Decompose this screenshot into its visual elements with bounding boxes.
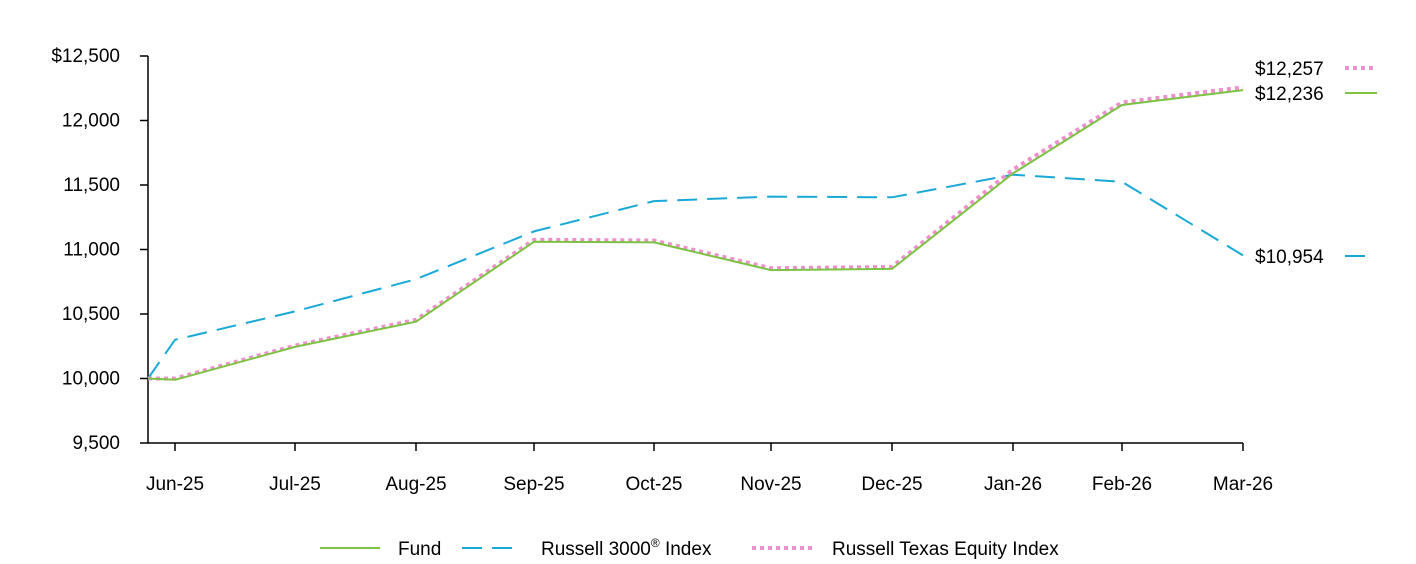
legend-label-russell-texas: Russell Texas Equity Index bbox=[832, 539, 1059, 560]
x-tick-label: Jul-25 bbox=[269, 474, 321, 495]
end-label-russell-texas: $12,257 bbox=[1255, 59, 1324, 80]
legend-label-russell-3000: Russell 3000® Index bbox=[541, 536, 712, 560]
legend-label-russell-3000-main: Russell 3000 bbox=[541, 539, 651, 560]
legend-label-russell-3000-tail: Index bbox=[660, 539, 712, 560]
series-line-russell-texas bbox=[148, 85, 1244, 381]
legend: Fund Russell 3000® Index Russell Texas E… bbox=[320, 536, 1059, 560]
y-tick-label: 11,500 bbox=[63, 175, 120, 196]
axes: $12,500 12,000 11,500 11,000 10,500 10,000 9,5… bbox=[51, 46, 1273, 495]
x-tick-label: Sep-25 bbox=[503, 474, 564, 495]
y-tick-label: $12,500 bbox=[51, 46, 120, 67]
y-tick-label: 12,000 bbox=[62, 111, 120, 132]
x-tick-label: Jan-26 bbox=[984, 474, 1042, 495]
series-lines bbox=[147, 85, 1244, 381]
end-label-fund: $12,236 bbox=[1255, 84, 1324, 105]
end-labels: $12,257 $12,236 $10,954 bbox=[1255, 59, 1377, 268]
x-tick-label: Jun-25 bbox=[146, 474, 204, 495]
y-tick-label: 11,000 bbox=[63, 240, 120, 261]
legend-label-russell-3000-sup: ® bbox=[651, 536, 660, 550]
x-tick-label: Mar-26 bbox=[1213, 474, 1273, 495]
x-tick-label: Oct-25 bbox=[625, 474, 682, 495]
x-tick-label: Aug-25 bbox=[385, 474, 446, 495]
legend-label-fund: Fund bbox=[398, 539, 441, 560]
y-tick-label: 10,500 bbox=[62, 304, 120, 325]
x-tick-label: Nov-25 bbox=[740, 474, 801, 495]
series-line-fund bbox=[147, 89, 1244, 381]
x-tick-label: Feb-26 bbox=[1092, 474, 1152, 495]
end-label-russell-3000: $10,954 bbox=[1255, 247, 1324, 268]
x-tick-label: Dec-25 bbox=[861, 474, 922, 495]
y-tick-label: 9,500 bbox=[72, 433, 120, 454]
series-line-russell-3000 bbox=[147, 173, 1244, 380]
y-tick-label: 10,000 bbox=[62, 369, 120, 390]
